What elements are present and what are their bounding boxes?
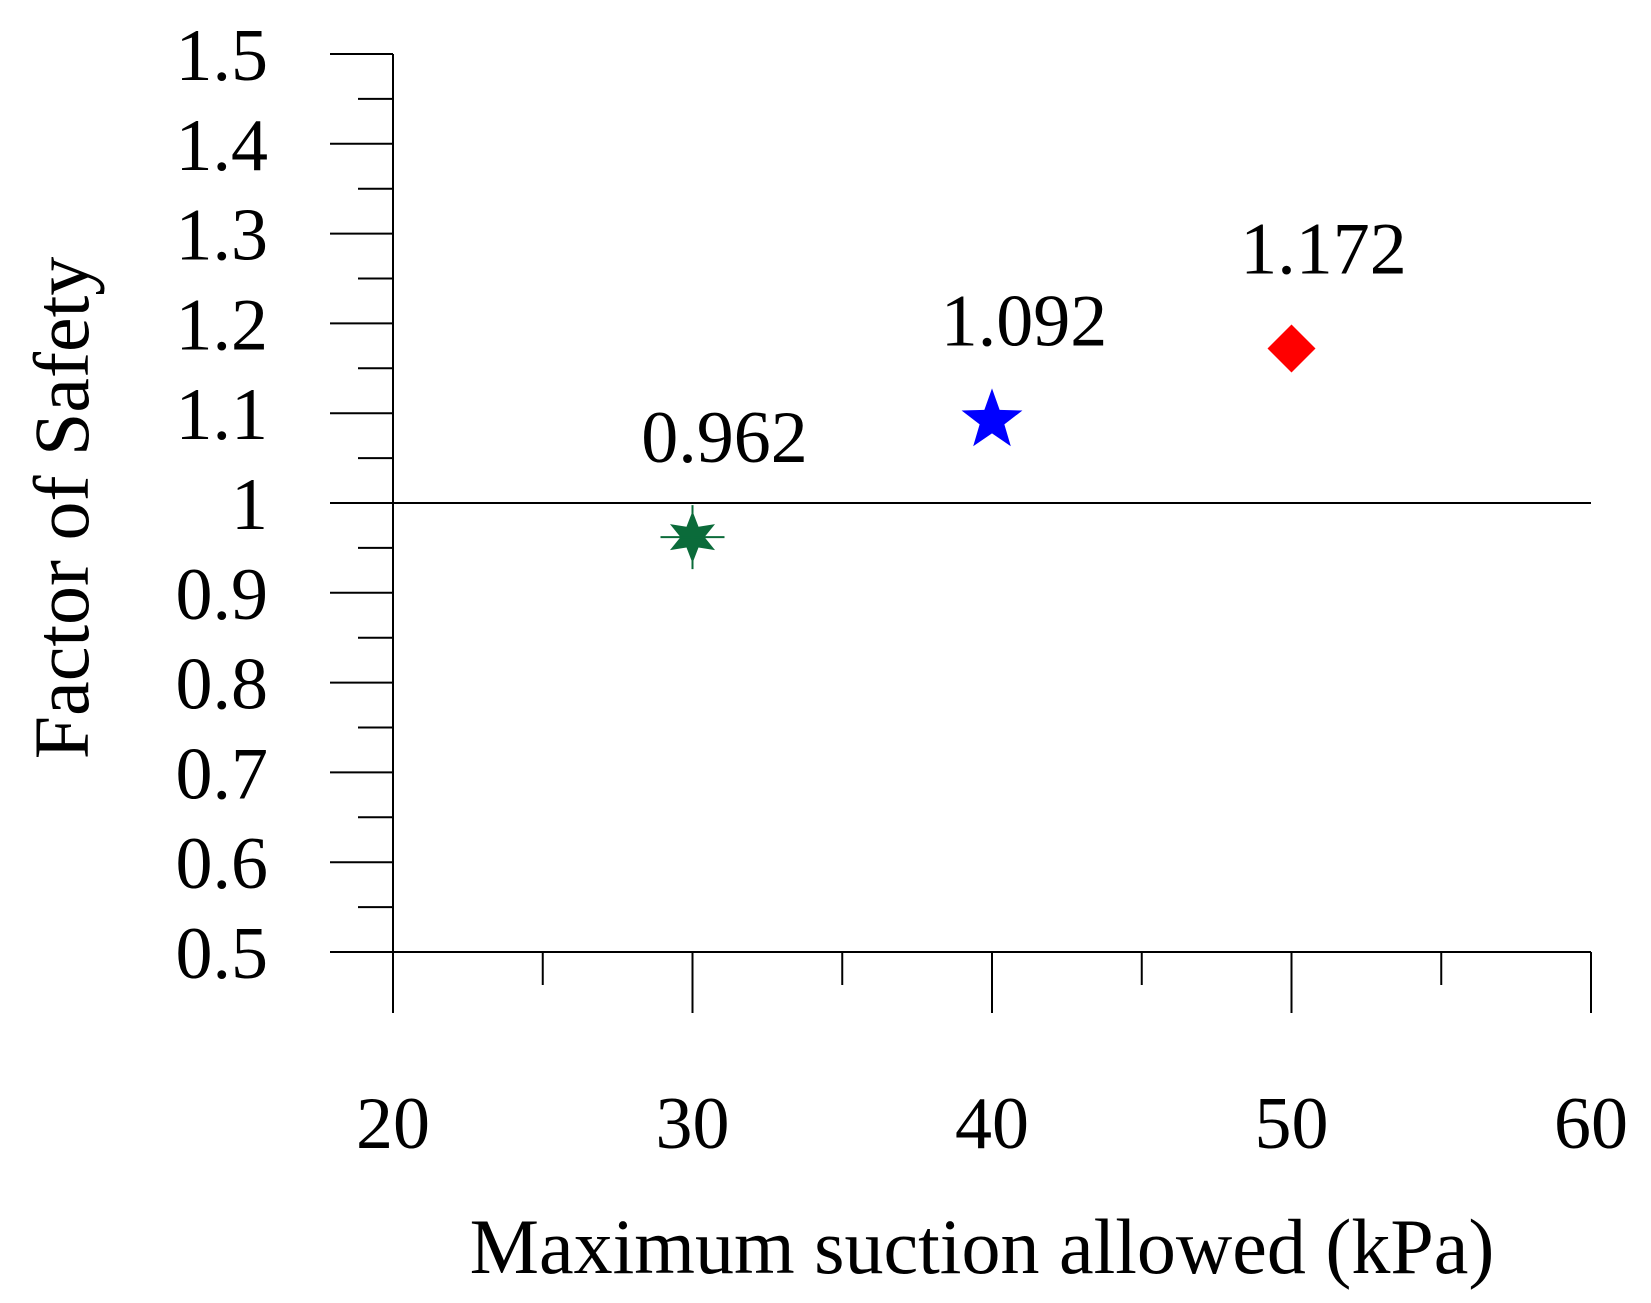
y-tick-label: 0.5 xyxy=(176,913,269,995)
x-tick-label: 40 xyxy=(955,1083,1029,1165)
data-label: 0.962 xyxy=(641,397,808,479)
y-tick-label: 1.5 xyxy=(176,15,269,97)
data-label: 1.092 xyxy=(941,280,1108,362)
y-tick-label: 1.1 xyxy=(176,374,269,456)
x-tick-label: 20 xyxy=(356,1083,430,1165)
y-tick-label: 0.8 xyxy=(176,644,269,726)
y-axis-title: Factor of Safety xyxy=(18,257,105,760)
y-tick-label: 1.3 xyxy=(176,195,269,277)
x-tick-label: 60 xyxy=(1554,1083,1628,1165)
x-axis-title: Maximum suction allowed (kPa) xyxy=(470,1203,1495,1290)
y-tick-label: 0.7 xyxy=(176,733,269,815)
axes: 0.50.60.70.80.911.11.21.31.41.5 20 30 40 50 6… xyxy=(176,15,1629,1165)
x-tick-label: 30 xyxy=(656,1083,730,1165)
star-icon xyxy=(961,388,1023,447)
y-tick-label: 0.6 xyxy=(176,823,269,905)
data-point xyxy=(1267,324,1316,373)
y-tick-label: 0.9 xyxy=(176,554,269,636)
y-tick-label: 1 xyxy=(231,464,268,546)
diamond-icon xyxy=(1267,324,1316,373)
y-tick-label: 1.2 xyxy=(176,284,269,366)
data-point xyxy=(660,505,725,570)
data-point xyxy=(961,388,1023,447)
y-tick-label: 1.4 xyxy=(176,105,269,187)
data-label: 1.172 xyxy=(1240,209,1407,291)
x-tick-label: 50 xyxy=(1255,1083,1329,1165)
data-points: 0.962 1.092 1.172 xyxy=(641,209,1407,570)
